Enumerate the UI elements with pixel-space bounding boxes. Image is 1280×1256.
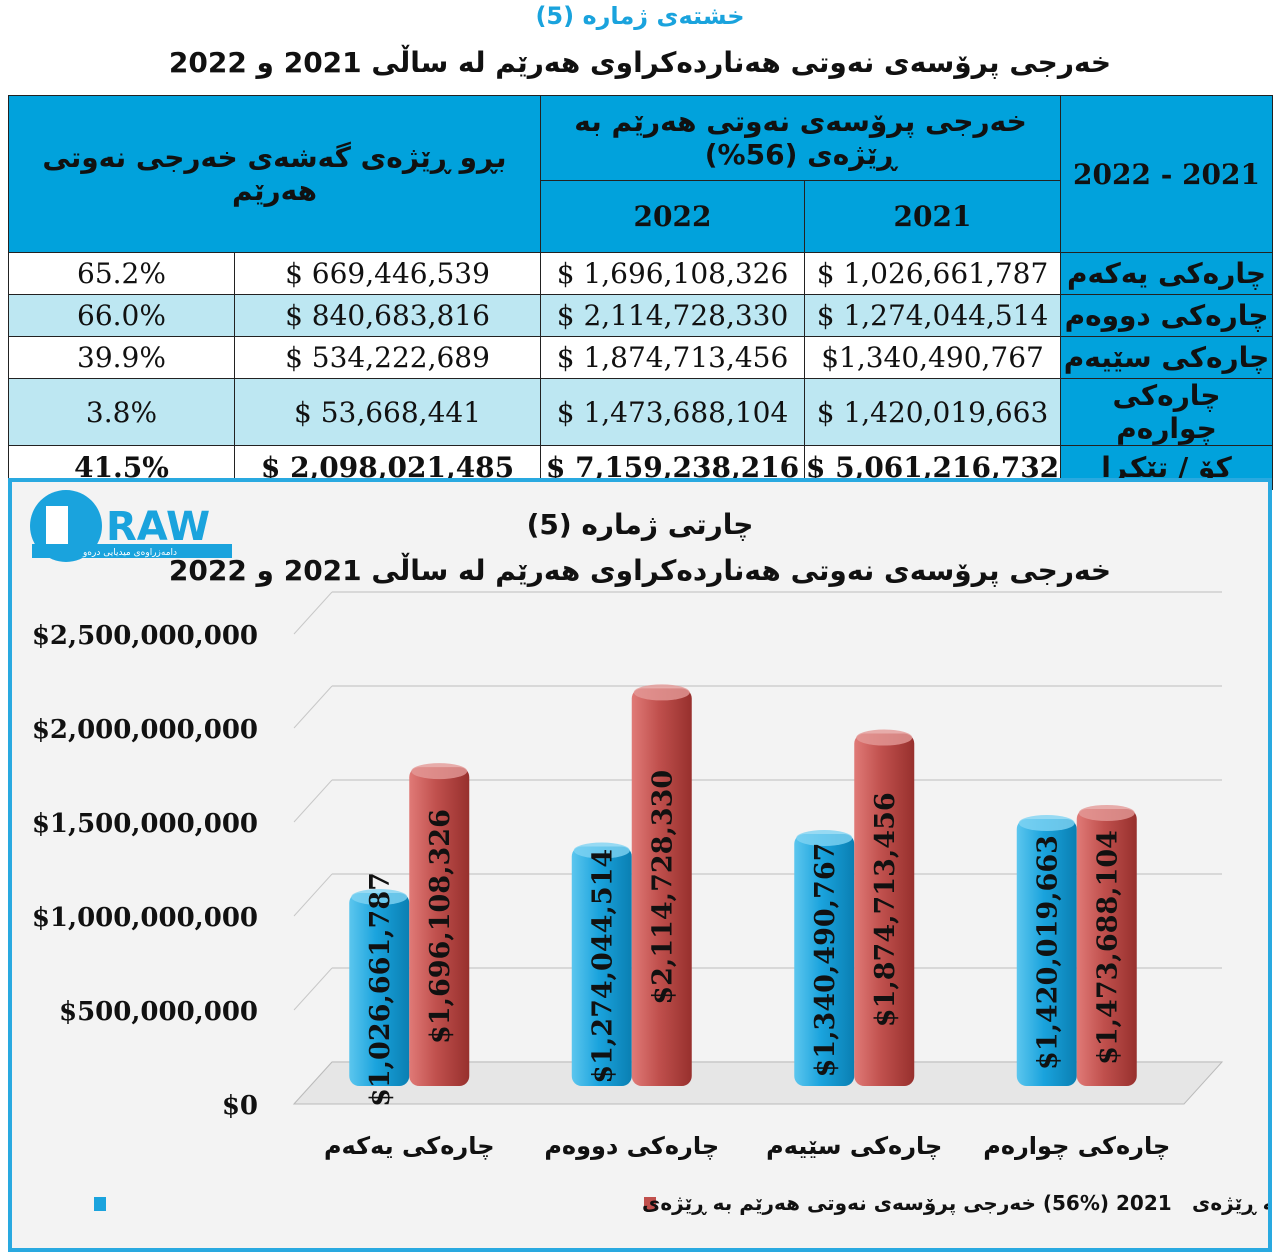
legend-swatch xyxy=(94,1197,106,1211)
y-tick-label: $1,500,000,000 xyxy=(32,809,258,839)
bar-value-label: $1,274,044,514 xyxy=(588,849,619,1084)
x-category-label: چارەکی یەکەم xyxy=(324,1132,495,1160)
cost-table: بڕو ڕێژەی گەشەی خەرجی نەوتی هەرێم خەرجی … xyxy=(7,95,1274,490)
y-tick-label: $2,000,000,000 xyxy=(32,715,258,745)
bar-value-label: $1,420,019,663 xyxy=(1033,835,1064,1070)
bar-cap xyxy=(796,829,853,846)
value-2022-cell: $ 1,696,108,326 xyxy=(540,252,806,295)
logo-band xyxy=(32,544,232,558)
period-header: 2022 - 2021 xyxy=(1060,95,1274,253)
bar xyxy=(794,833,855,1086)
grid-side-line xyxy=(293,779,333,823)
bar-cap xyxy=(633,684,690,701)
bar xyxy=(571,846,632,1086)
chart-panel: RAW دامەزراوەی میدیایی درەو چارتی ژمارە … xyxy=(8,478,1272,1252)
chart-floor xyxy=(292,1061,1224,1105)
value-2021-cell: $1,340,490,767 xyxy=(804,336,1062,379)
value-2021-cell: $ 1,026,661,787 xyxy=(804,252,1062,295)
row-label: چارەکی سێیەم xyxy=(1060,336,1274,379)
grid-side-line xyxy=(293,967,333,1011)
table-number-title: خشتەی ژمارە (5) xyxy=(535,2,745,30)
row-label: چارەکی یەکەم xyxy=(1060,252,1274,295)
table-row: 66.0% $ 840,683,816 $ 2,114,728,330 $ 1,… xyxy=(8,294,1274,337)
bar xyxy=(349,892,410,1086)
table-row: 65.2% $ 669,446,539 $ 1,696,108,326 $ 1,… xyxy=(8,252,1274,295)
bar-cap xyxy=(1018,815,1075,832)
value-2021-cell: $ 1,274,044,514 xyxy=(804,294,1062,337)
bar-value-label: $1,696,108,326 xyxy=(425,809,456,1044)
chart-subtitle: خەرجی پرۆسەی نەوتی هەناردەکراوی هەرێم لە… xyxy=(169,553,1111,587)
bar xyxy=(631,688,692,1086)
bar-cap xyxy=(573,842,630,859)
bar-cap xyxy=(411,763,468,780)
bar-cap xyxy=(856,729,913,746)
logo-d-mark xyxy=(46,506,68,546)
page-title: خەرجی پرۆسەی نەوتی هەناردەکراوی هەرێم لە… xyxy=(168,46,1112,79)
logo-text: RAW xyxy=(106,504,210,550)
legend-swatch xyxy=(644,1197,656,1211)
y-tick-label: $1,000,000,000 xyxy=(32,903,258,933)
y-tick-label: $0 xyxy=(222,1091,258,1121)
bar xyxy=(854,733,915,1086)
legend-label: 2021 (56%) خەرجی پرۆسەی نەوتی هەرێم بە ڕ… xyxy=(642,1191,1172,1216)
bar xyxy=(1076,808,1137,1086)
value-2021-cell: $ 1,420,019,663 xyxy=(804,378,1062,446)
table-row: 3.8% $ 53,668,441 $ 1,473,688,104 $ 1,42… xyxy=(8,378,1274,446)
growth-amount-cell: $ 669,446,539 xyxy=(233,252,542,295)
growth-pct-cell: 39.9% xyxy=(8,336,235,379)
x-category-label: چارەکی چوارەم xyxy=(983,1132,1170,1160)
legend-label: 2022 (56%) خەرجی پرۆسەی نەوتی هەرێم بە ڕ… xyxy=(1192,1191,1268,1216)
growth-pct-cell: 3.8% xyxy=(8,378,235,446)
year-2022-header: 2022 xyxy=(540,180,806,253)
bar-value-label: $1,473,688,104 xyxy=(1093,830,1124,1065)
growth-pct-cell: 65.2% xyxy=(8,252,235,295)
year-2021-header: 2021 xyxy=(804,180,1062,253)
value-2022-cell: $ 2,114,728,330 xyxy=(540,294,806,337)
table-row: 39.9% $ 534,222,689 $ 1,874,713,456 $1,3… xyxy=(8,336,1274,379)
grid-side-line xyxy=(293,685,333,729)
x-category-label: چارەکی سێیەم xyxy=(766,1132,942,1160)
x-category-label: چارەکی دووەم xyxy=(544,1132,719,1160)
row-label: چارەکی دووەم xyxy=(1060,294,1274,337)
bar xyxy=(409,767,470,1086)
chart-title: چارتی ژمارە (5) xyxy=(527,508,754,541)
bar-value-label: $2,114,728,330 xyxy=(648,770,679,1005)
growth-amount-cell: $ 840,683,816 xyxy=(233,294,542,337)
grid-side-line xyxy=(293,873,333,917)
value-2022-cell: $ 1,473,688,104 xyxy=(540,378,806,446)
growth-amount-cell: $ 534,222,689 xyxy=(233,336,542,379)
draw-logo: RAW دامەزراوەی میدیایی درەو xyxy=(30,490,232,562)
y-tick-label: $500,000,000 xyxy=(59,997,258,1027)
bar-value-label: $1,874,713,456 xyxy=(870,792,901,1027)
row-label: چارەکی چوارەم xyxy=(1060,378,1274,446)
growth-pct-cell: 66.0% xyxy=(8,294,235,337)
bar-value-label: $1,340,490,767 xyxy=(810,843,841,1078)
growth-header: بڕو ڕێژەی گەشەی خەرجی نەوتی هەرێم xyxy=(7,95,542,253)
bar-value-label: $1,026,661,787 xyxy=(365,872,396,1107)
cost-header: خەرجی پرۆسەی نەوتی هەرێم بە ڕێژەی (56%) xyxy=(540,95,1062,181)
bar-cap xyxy=(1078,804,1135,821)
bar-chart: RAW دامەزراوەی میدیایی درەو چارتی ژمارە … xyxy=(30,490,1268,1216)
grid-side-line xyxy=(293,591,333,635)
y-tick-label: $2,500,000,000 xyxy=(32,621,258,651)
growth-amount-cell: $ 53,668,441 xyxy=(233,378,542,446)
bar xyxy=(1016,819,1077,1086)
value-2022-cell: $ 1,874,713,456 xyxy=(540,336,806,379)
bar-cap xyxy=(351,888,408,905)
logo-subtitle: دامەزراوەی میدیایی درەو xyxy=(82,548,177,558)
